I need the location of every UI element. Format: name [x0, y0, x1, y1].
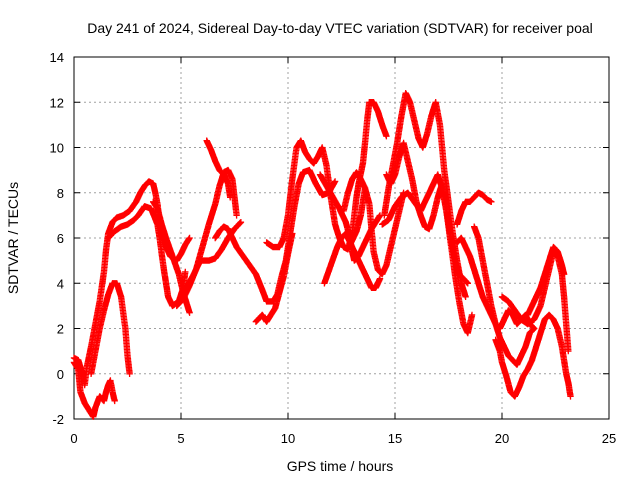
series-markers [524, 243, 568, 319]
series-markers [344, 99, 390, 253]
x-axis-label: GPS time / hours [287, 458, 394, 474]
chart-title: Day 241 of 2024, Sidereal Day-to-day VTE… [87, 20, 593, 36]
x-tick-label: 25 [602, 431, 616, 446]
series-track-c [87, 280, 133, 377]
y-tick-label: 14 [50, 50, 64, 65]
series-markers [87, 280, 133, 377]
series-markers [252, 230, 296, 325]
y-tick-label: 4 [57, 276, 64, 291]
series-track-e [150, 198, 193, 316]
x-tick-label: 5 [177, 431, 184, 446]
series-markers [105, 203, 189, 310]
series-track-o [321, 230, 384, 291]
series-track-g [173, 166, 240, 310]
series-markers [70, 359, 118, 420]
series-markers [492, 311, 574, 400]
series-track-u [471, 223, 538, 368]
y-axis-label: SDTVAR / TECUs [5, 182, 21, 294]
data-series [70, 90, 574, 420]
y-tick-label: 8 [57, 186, 64, 201]
x-tick-label: 20 [495, 431, 509, 446]
y-tick-label: 12 [50, 95, 64, 110]
series-markers [340, 169, 407, 278]
series-track-s [453, 189, 495, 228]
series-markers [321, 230, 384, 291]
y-axis-ticks: -2 0 2 4 6 8 10 12 14 [50, 50, 609, 427]
series-markers [203, 137, 234, 201]
y-tick-label: 10 [50, 141, 64, 156]
y-tick-label: 0 [57, 367, 64, 382]
x-tick-label: 15 [388, 431, 402, 446]
grid [74, 57, 609, 419]
series-track-r [379, 171, 471, 287]
x-tick-label: 10 [281, 431, 295, 446]
series-markers [453, 189, 495, 228]
series-track-h [203, 137, 234, 201]
series-track-v [492, 311, 574, 400]
series-markers [173, 166, 240, 310]
x-axis-ticks: 0 5 10 15 20 25 [70, 57, 616, 446]
y-tick-label: 6 [57, 231, 64, 246]
series-track-a [70, 359, 118, 420]
series-track-j [252, 230, 296, 325]
y-tick-label: 2 [57, 322, 64, 337]
series-track-d [105, 203, 189, 310]
series-markers [471, 223, 538, 368]
x-tick-label: 0 [70, 431, 77, 446]
series-track-n [340, 169, 407, 278]
y-tick-label: -2 [52, 412, 64, 427]
series-markers [379, 171, 471, 287]
series-markers [150, 198, 193, 316]
series-track-x [524, 243, 568, 319]
series-track-m [344, 99, 390, 253]
